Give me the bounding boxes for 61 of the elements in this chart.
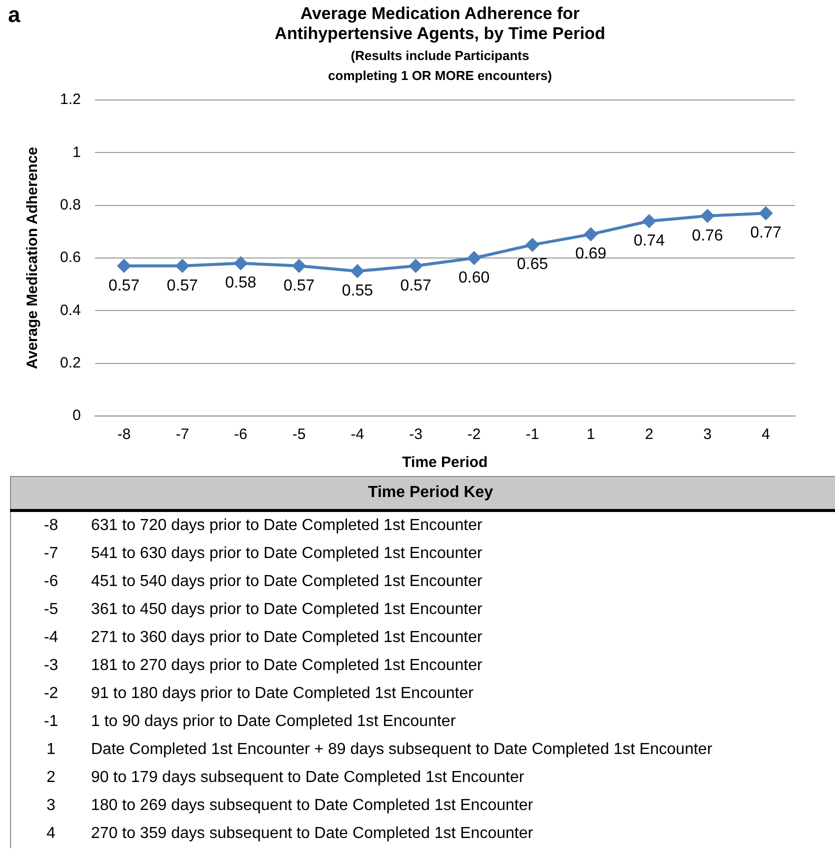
text: Time Period Key <box>10 476 835 510</box>
point <box>118 259 131 272</box>
text: 3 180 to 269 days subsequent to Date Completed 1st Encounter <box>46 797 534 814</box>
data-label: 0.57 <box>166 277 198 294</box>
x-tick-label: 1 <box>586 426 595 444</box>
data-label: 0.76 <box>692 227 724 244</box>
y-tick-label: 0.2 <box>60 354 81 372</box>
text: -8 631 to 720 days prior to Date Completed 1st Encounter <box>44 517 482 534</box>
y-tick-label: 1.2 <box>60 91 81 108</box>
x-tick-label: -8 <box>117 426 131 444</box>
x-tick-label: -7 <box>176 426 190 444</box>
y-tick-label: 0 <box>72 407 81 424</box>
point <box>409 259 422 272</box>
data-label: 0.55 <box>342 282 374 300</box>
text: -4 271 to 360 days prior to Date Completed 1st Encounter <box>44 629 482 646</box>
y-tick-label: 0.6 <box>60 249 81 266</box>
y-tick-label: 1 <box>72 144 81 161</box>
x-tick-label: -1 <box>526 426 540 444</box>
point <box>350 264 364 278</box>
x-tick-label: -4 <box>350 426 364 444</box>
x-tick-label: 4 <box>762 426 770 444</box>
point <box>234 256 248 270</box>
y-axis-title: Average Medication Adherence <box>24 146 42 370</box>
point <box>176 259 189 272</box>
chart-subtitle: (Results include Participants completing 1 OR MORE encounters) <box>327 47 553 85</box>
text: -6 451 to 540 days prior to Date Completed 1st Encounter <box>44 573 482 590</box>
text: 1 Date Completed 1st Encounter + 89 days subsequent to Date Completed 1st Encounter <box>46 741 712 758</box>
point <box>526 238 539 252</box>
x-tick-label: -5 <box>292 426 306 444</box>
text: -7 541 to 630 days prior to Date Completed 1st Encounter <box>44 545 482 562</box>
data-label: 0.57 <box>400 277 432 294</box>
x-axis-title: Time Period <box>402 454 488 472</box>
point <box>292 259 306 272</box>
text: 4 270 to 359 days subsequent to Date Completed 1st Encounter <box>46 825 534 842</box>
point <box>700 209 714 222</box>
point <box>642 214 656 228</box>
x-tick-label: 2 <box>644 426 654 444</box>
x-tick-label: 3 <box>703 426 712 444</box>
data-label: 0.57 <box>283 277 315 294</box>
text: a <box>8 2 20 28</box>
data-label: 0.60 <box>458 269 490 286</box>
data-label: 0.69 <box>575 246 606 263</box>
data-label: 0.74 <box>634 232 665 250</box>
point <box>759 206 772 220</box>
text: 2 90 to 179 days subsequent to Date Completed 1st Encounter <box>46 769 524 786</box>
x-tick-label: -2 <box>467 426 481 444</box>
text: -5 361 to 450 days prior to Date Completed 1st Encounter <box>44 601 482 618</box>
chart-title: Average Medication Adherence for Antihypertensive Agents, by Time Period <box>274 4 606 44</box>
text: -1 1 to 90 days prior to Date Completed 1st Encounter <box>44 713 456 730</box>
text: -3 181 to 270 days prior to Date Completed 1st Encounter <box>44 657 482 674</box>
x-tick-label: -6 <box>234 426 248 444</box>
y-tick-label: 0.8 <box>60 196 81 214</box>
y-tick-label: 0.4 <box>60 302 81 319</box>
point <box>584 228 598 241</box>
data-label: 0.57 <box>108 277 140 294</box>
data-label: 0.65 <box>516 256 548 274</box>
point <box>468 252 481 264</box>
data-label: 0.58 <box>225 274 256 292</box>
x-tick-label: -3 <box>409 426 422 444</box>
data-label: 0.77 <box>750 224 782 242</box>
text: -2 91 to 180 days prior to Date Completed 1st Encounter <box>44 685 474 702</box>
